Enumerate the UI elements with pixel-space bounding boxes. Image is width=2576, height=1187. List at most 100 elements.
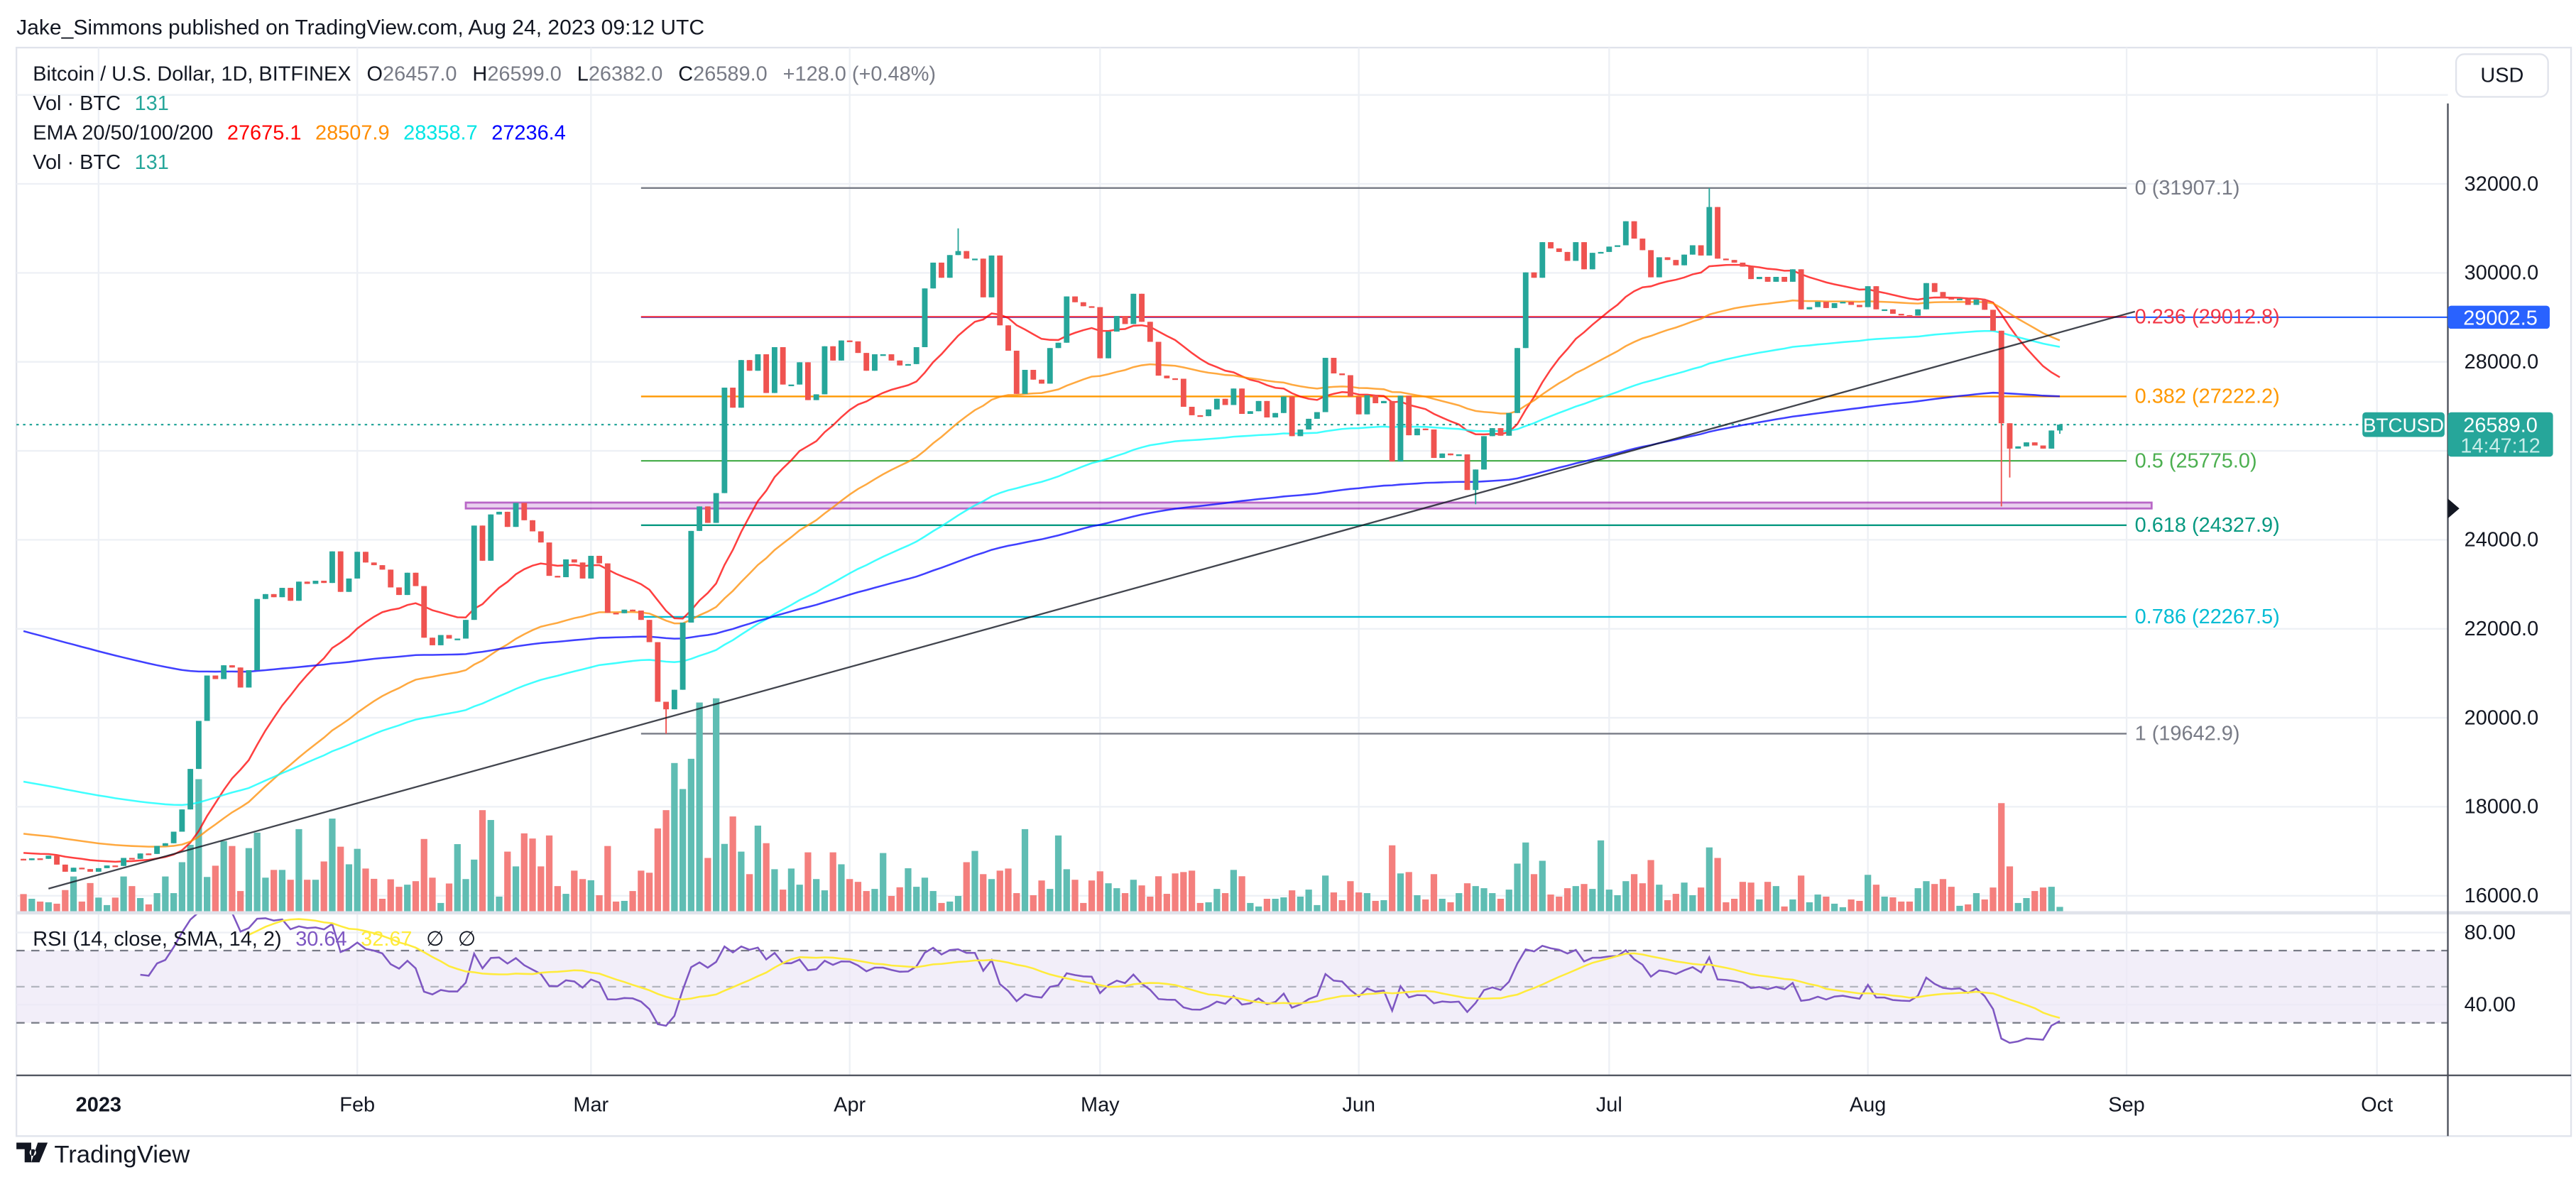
candle-body bbox=[312, 581, 319, 584]
volume-bar bbox=[1463, 883, 1471, 912]
volume-bar bbox=[888, 896, 895, 912]
candle-body bbox=[1314, 412, 1320, 419]
volume-bar bbox=[1397, 873, 1404, 912]
ema50-value: 28507.9 bbox=[315, 122, 390, 145]
candle-body bbox=[838, 340, 844, 361]
candle-body bbox=[404, 572, 410, 596]
volume-bar bbox=[329, 819, 336, 912]
volume-legend-2[interactable]: Vol · BTC 131 bbox=[33, 151, 169, 174]
candle-body bbox=[513, 503, 519, 527]
volume-bar bbox=[763, 843, 770, 912]
volume-bar bbox=[1881, 896, 1888, 912]
candle-body bbox=[1539, 242, 1546, 278]
volume-bar bbox=[1121, 893, 1129, 912]
volume-bar bbox=[337, 846, 344, 912]
candle-body bbox=[1431, 429, 1437, 459]
volume-bar bbox=[520, 833, 528, 912]
candle-body bbox=[930, 262, 937, 289]
candle-body bbox=[1973, 299, 1980, 305]
volume-bar bbox=[796, 885, 803, 912]
volume-bar bbox=[654, 828, 661, 912]
volume-bar bbox=[771, 869, 778, 912]
volume-bar bbox=[1138, 885, 1145, 912]
volume-bar bbox=[162, 876, 169, 912]
volume-bar bbox=[905, 868, 912, 912]
volume-bar bbox=[921, 877, 929, 912]
candle-body bbox=[146, 853, 152, 855]
candle-body bbox=[596, 555, 602, 564]
volume-bar bbox=[854, 882, 862, 912]
candle-body bbox=[1531, 272, 1537, 278]
candle-body bbox=[1940, 292, 1946, 298]
volume-bar bbox=[1263, 899, 1271, 912]
candle-body bbox=[688, 530, 694, 623]
volume-bar bbox=[1505, 890, 1512, 912]
volume-bar bbox=[1589, 889, 1596, 912]
low-value: 26382.0 bbox=[589, 62, 663, 85]
rsi-legend[interactable]: RSI (14, close, SMA, 14, 2) 30.64 32.67 … bbox=[33, 928, 476, 951]
candle-body bbox=[237, 667, 244, 688]
volume-bar bbox=[1071, 880, 1079, 912]
currency-button[interactable]: USD bbox=[2455, 53, 2549, 98]
volume-bar bbox=[587, 880, 594, 912]
candle-body bbox=[1289, 396, 1295, 437]
candle-body bbox=[630, 609, 636, 612]
ema-legend[interactable]: EMA 20/50/100/200 27675.1 28507.9 28358.… bbox=[33, 122, 566, 145]
svg-text:29002.5: 29002.5 bbox=[2463, 307, 2538, 329]
candle-body bbox=[846, 340, 853, 342]
price-tick-label: 20000.0 bbox=[2465, 706, 2539, 729]
candle-body bbox=[388, 569, 394, 588]
volume-bar bbox=[1447, 902, 1454, 912]
candle-body bbox=[1389, 400, 1395, 462]
candle-body bbox=[329, 551, 335, 584]
tradingview-logo[interactable]: TradingView bbox=[16, 1141, 190, 1168]
volume-bar bbox=[237, 891, 244, 912]
candle-body bbox=[1798, 269, 1804, 310]
candle-body bbox=[1882, 309, 1888, 312]
volume-bar bbox=[1664, 899, 1671, 912]
alert-arrow-icon[interactable] bbox=[2447, 498, 2460, 519]
candle-body bbox=[1948, 297, 1955, 300]
time-tick-label: Mar bbox=[573, 1094, 608, 1117]
candle-body bbox=[1848, 302, 1855, 305]
candle-body bbox=[897, 360, 903, 366]
volume-bar bbox=[1480, 888, 1488, 912]
candle-body bbox=[888, 354, 895, 361]
volume-bar bbox=[312, 880, 320, 912]
volume-bar bbox=[170, 893, 178, 912]
candle-body bbox=[496, 511, 502, 515]
rsi-band bbox=[16, 949, 2448, 1024]
volume-bar bbox=[111, 897, 119, 912]
candle-body bbox=[346, 578, 352, 592]
candle-body bbox=[863, 353, 870, 371]
symbol-legend[interactable]: Bitcoin / U.S. Dollar, 1D, BITFINEX O264… bbox=[33, 62, 936, 85]
volume-bar bbox=[387, 879, 394, 912]
candle-body bbox=[1589, 253, 1595, 270]
candle-body bbox=[1740, 262, 1746, 267]
time-axis[interactable] bbox=[16, 1077, 2447, 1136]
volume-bar bbox=[1939, 879, 1947, 912]
candle-body bbox=[555, 576, 561, 578]
volume-bar bbox=[45, 902, 52, 912]
candle-body bbox=[87, 869, 94, 872]
volume-bar bbox=[70, 876, 77, 912]
volume-label: Vol · BTC bbox=[33, 151, 121, 174]
volume-bar bbox=[1697, 887, 1705, 912]
volume-bar bbox=[1990, 887, 1997, 912]
candle-body bbox=[396, 587, 402, 596]
volume-bar bbox=[1196, 902, 1204, 912]
price-axis[interactable] bbox=[2450, 104, 2570, 912]
volume-bar bbox=[821, 890, 829, 912]
ema-200-line bbox=[23, 391, 2061, 673]
volume-bar bbox=[679, 789, 687, 912]
volume-bar bbox=[1998, 803, 2005, 912]
candle-body bbox=[1030, 369, 1037, 380]
volume-bar bbox=[1096, 871, 1103, 912]
fib-level-label: 0.786 (22267.5) bbox=[2135, 606, 2280, 628]
volume-bar bbox=[1622, 881, 1630, 912]
candle-body bbox=[980, 258, 986, 297]
volume-legend[interactable]: Vol · BTC 131 bbox=[33, 92, 169, 115]
candle-body bbox=[2024, 442, 2029, 447]
candle-body bbox=[1364, 395, 1370, 415]
